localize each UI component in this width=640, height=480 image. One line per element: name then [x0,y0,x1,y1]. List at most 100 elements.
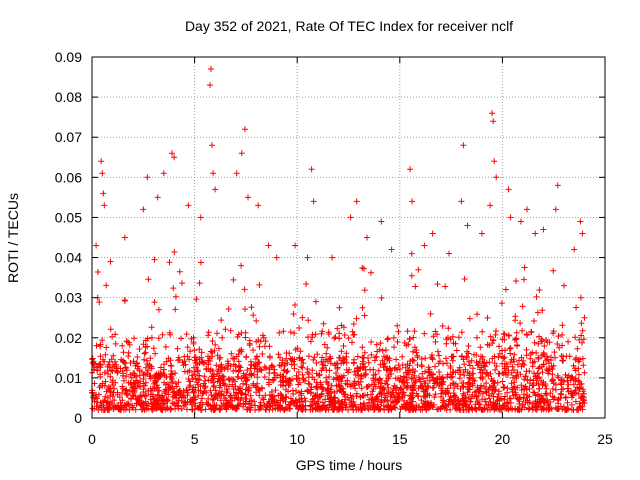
roti-point [447,363,454,369]
roti-point [404,328,411,335]
roti-point [487,333,494,340]
roti-point [564,405,571,412]
roti-point [371,406,378,413]
roti-point [385,372,392,378]
roti-point [549,386,556,392]
roti-point [554,182,561,189]
roti-point [191,364,197,371]
roti-point [271,398,278,405]
roti-point [297,348,304,355]
roti-point [99,170,106,177]
roti-point [577,356,583,363]
roti-point [418,397,425,404]
roti-point [479,328,486,335]
roti-point [314,400,321,407]
roti-point [308,398,315,405]
roti-point [391,394,398,401]
roti-point [430,333,437,340]
roti-point [104,399,111,406]
roti-point [493,328,499,334]
roti-point [527,351,534,357]
roti-point [166,259,173,266]
roti-point [246,398,253,405]
roti-point [397,385,404,392]
roti-point [136,372,143,379]
roti-point [540,226,547,233]
roti-point [500,384,507,390]
roti-point [323,374,330,381]
roti-point [394,338,401,345]
roti-point [289,387,296,394]
roti-point [383,367,390,374]
roti-point [328,382,335,389]
roti-point [415,266,422,273]
roti-point [361,312,368,319]
roti-point [468,395,475,402]
roti-point [538,336,545,342]
roti-point [154,194,161,201]
roti-point [559,331,566,338]
roti-point [447,406,454,413]
roti-point [526,385,533,392]
roti-point [147,372,154,378]
roti-point [493,400,500,407]
roti-point [518,382,525,389]
roti-point [125,349,132,356]
roti-point [168,405,174,412]
roti-point [142,349,149,356]
roti-point [133,373,140,380]
roti-point [580,388,587,395]
roti-point [163,374,170,380]
roti-point [263,365,269,372]
roti-point [394,322,401,329]
roti-point [475,392,482,399]
roti-point [151,299,158,306]
roti-point [443,355,449,362]
roti-point [519,327,526,334]
roti-point [199,395,205,402]
roti-point [466,375,473,382]
roti-point [384,381,391,388]
roti-point [295,381,302,388]
roti-point [410,348,416,355]
roti-point [233,170,240,177]
roti-point [252,356,259,362]
roti-point [521,385,528,392]
roti-point [184,369,191,375]
roti-point [470,377,476,384]
roti-point [208,353,215,360]
roti-point [465,358,472,365]
roti-point [214,330,220,337]
roti-point [137,378,144,385]
roti-point [505,332,512,339]
roti-point [464,354,470,361]
roti-point [160,170,167,177]
roti-point [218,317,225,324]
roti-point [325,390,332,397]
roti-point [276,329,283,336]
roti-point [378,390,385,397]
roti-point [415,385,422,392]
roti-point [501,331,508,338]
roti-point [197,406,204,413]
roti-point [321,341,328,348]
roti-point [552,206,559,213]
roti-point [425,400,432,407]
roti-point [112,358,119,365]
roti-point [458,353,465,360]
roti-point [496,398,503,404]
roti-point [326,356,333,363]
roti-point [548,354,554,361]
roti-point [196,280,203,287]
roti-point [474,311,481,318]
roti-point [151,385,158,392]
roti-point [579,393,586,400]
roti-point [288,399,295,406]
roti-point [293,376,300,382]
roti-point [304,387,311,394]
roti-point [189,406,196,413]
roti-point [238,262,245,269]
roti-point [374,348,381,355]
roti-point [565,338,572,345]
roti-point [212,341,219,348]
